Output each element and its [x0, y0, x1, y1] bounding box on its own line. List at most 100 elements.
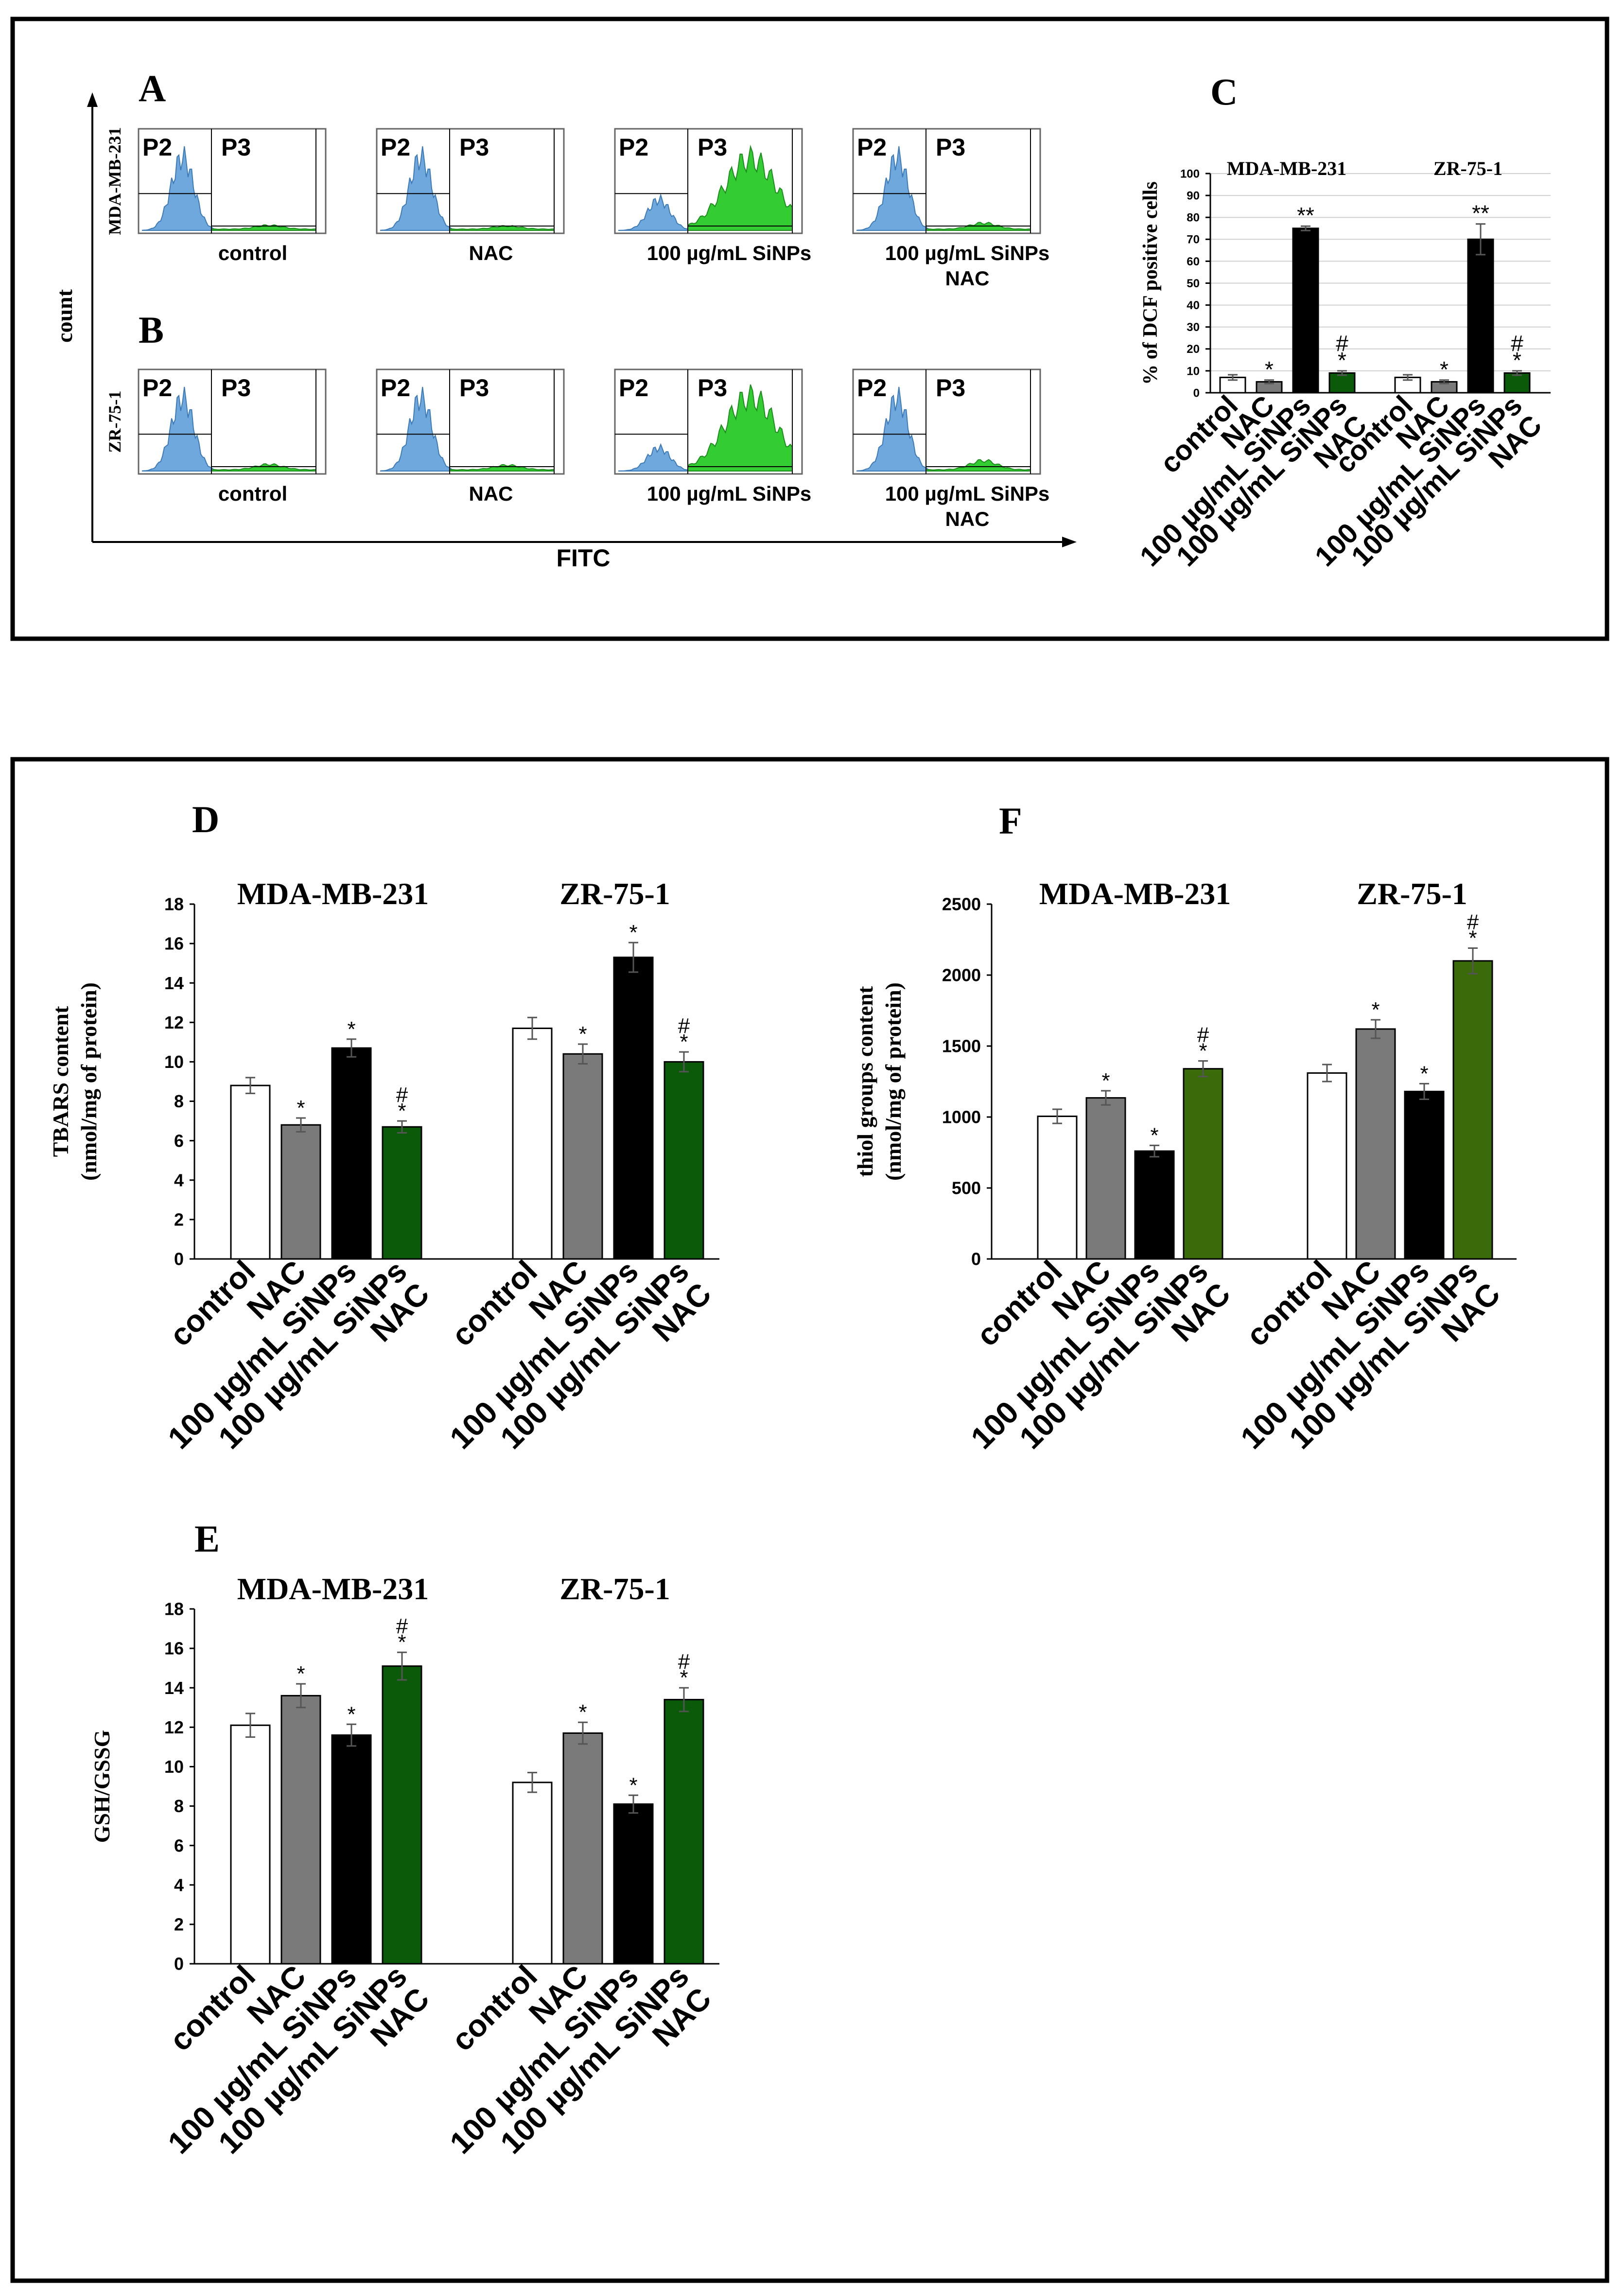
bar [1467, 238, 1494, 394]
significance-marker: # [1336, 331, 1348, 356]
y-tick-label: 60 [1187, 255, 1200, 268]
chart-e: E 0 2 4 6 8 10 12 14 16 18 GSH/GSSG MDA-MB-231 ZR-75… [89, 1518, 719, 2161]
bar [1307, 1072, 1347, 1260]
significance-marker: # [1511, 331, 1523, 356]
y-tick-label: 40 [1187, 299, 1200, 312]
y-tick-label: 0 [971, 1249, 981, 1269]
histogram-caption: control [218, 482, 287, 505]
histogram-p3-population [211, 463, 316, 472]
y-tick-label: 2000 [942, 965, 981, 985]
group-title: MDA-MB-231 [237, 1572, 429, 1606]
histogram-p3-population [211, 224, 316, 231]
gate-label-p3: P3 [221, 134, 251, 161]
group-title: MDA-MB-231 [237, 876, 429, 911]
gate-label-p3: P3 [936, 134, 965, 161]
histogram-frame [852, 128, 1041, 234]
significance-marker: * [347, 1017, 355, 1041]
histogram-caption: NAC [469, 482, 513, 505]
histogram-p2-population [380, 146, 454, 231]
y-tick-label: 1000 [942, 1107, 981, 1127]
bar [1503, 372, 1531, 394]
flow-y-arrowhead [87, 92, 98, 107]
significance-marker: # [396, 1614, 408, 1638]
significance-marker: * [629, 1773, 637, 1797]
bar [1292, 227, 1319, 394]
histogram-p2-population [856, 146, 930, 231]
histogram-p3-population [687, 144, 793, 231]
significance-marker: * [1338, 348, 1346, 373]
bar [382, 1126, 422, 1260]
y-tick-label: 80 [1187, 211, 1200, 225]
bar [1328, 372, 1356, 394]
bar [230, 1084, 271, 1260]
chart-f: F 0 500 1000 1500 2000 2500 thiol groups conte… [853, 800, 1517, 1456]
y-tick-label: 16 [164, 1639, 184, 1659]
y-axis-label: GSH/GSSG [89, 1730, 114, 1843]
bar [331, 1734, 372, 1965]
bottom-frame [10, 757, 1609, 2283]
y-tick-label: 0 [174, 1954, 184, 1974]
gate-label-p3: P3 [221, 374, 251, 402]
y-tick-label: 18 [164, 894, 184, 914]
bar [1355, 1028, 1396, 1260]
group-title: MDA-MB-231 [1227, 157, 1347, 179]
bar [1134, 1150, 1175, 1260]
y-tick-label: 100 [1180, 167, 1200, 180]
significance-marker: * [1420, 1062, 1428, 1085]
significance-marker: * [1371, 998, 1380, 1022]
significance-marker: * [297, 1096, 305, 1120]
significance-marker: * [1150, 1123, 1158, 1147]
histogram-p3-population [687, 384, 793, 472]
histogram-frame [138, 128, 327, 234]
histogram-frame [138, 368, 327, 475]
y-tick-label: 0 [1193, 386, 1200, 400]
significance-marker: * [1468, 926, 1477, 950]
bar [664, 1699, 704, 1965]
y-tick-label: 70 [1187, 233, 1200, 246]
gate-label-p2: P2 [381, 134, 410, 161]
gate-label-p2: P2 [619, 374, 648, 402]
chart-d: D 0 2 4 6 8 10 12 14 16 18 TBARS content (nmol/mg o… [48, 798, 719, 1456]
bar [562, 1732, 603, 1965]
y-tick-label: 16 [164, 934, 184, 954]
histogram-p2-population [142, 386, 216, 472]
y-tick-label: 12 [164, 1717, 184, 1737]
bar [613, 957, 654, 1260]
y-tick-label: 50 [1187, 277, 1200, 290]
panel-letter-e: E [194, 1518, 220, 1560]
y-tick-label: 10 [1187, 365, 1200, 378]
y-axis-label: (nmol/mg of protein) [76, 982, 101, 1181]
y-tick-label: 10 [164, 1052, 184, 1072]
histogram-frame [614, 128, 803, 234]
significance-marker: ** [1472, 201, 1489, 226]
y-tick-label: 2500 [942, 894, 981, 914]
histogram-p2-population [618, 443, 692, 472]
panel-letter-a: A [139, 67, 166, 109]
group-title: ZR-75-1 [559, 1572, 670, 1606]
histogram-p2-population [618, 193, 692, 231]
significance-marker: * [1440, 357, 1449, 382]
histogram-caption: NAC [469, 242, 513, 264]
gate-label-p2: P2 [381, 374, 410, 402]
bar [280, 1694, 321, 1965]
group-title: ZR-75-1 [559, 876, 670, 911]
y-tick-label: 2 [174, 1209, 184, 1229]
bar [1037, 1116, 1078, 1260]
gate-label-p3: P3 [698, 134, 727, 161]
significance-marker: * [680, 1030, 688, 1054]
significance-marker: # [1197, 1023, 1209, 1047]
significance-marker: # [678, 1014, 690, 1038]
histogram-caption: NAC [945, 507, 990, 530]
group-title: ZR-75-1 [1357, 876, 1467, 911]
significance-marker: * [1513, 348, 1521, 373]
y-axis-label: thiol groups content [853, 986, 877, 1177]
gate-label-p2: P2 [857, 374, 887, 402]
y-tick-label: 8 [174, 1091, 184, 1111]
gate-label-p3: P3 [698, 374, 727, 402]
histogram-caption: 100 µg/mL SiNPs [885, 482, 1050, 505]
significance-marker: * [398, 1630, 406, 1654]
significance-marker: # [396, 1083, 408, 1107]
bar [230, 1724, 271, 1965]
group-title: MDA-MB-231 [1039, 876, 1231, 911]
